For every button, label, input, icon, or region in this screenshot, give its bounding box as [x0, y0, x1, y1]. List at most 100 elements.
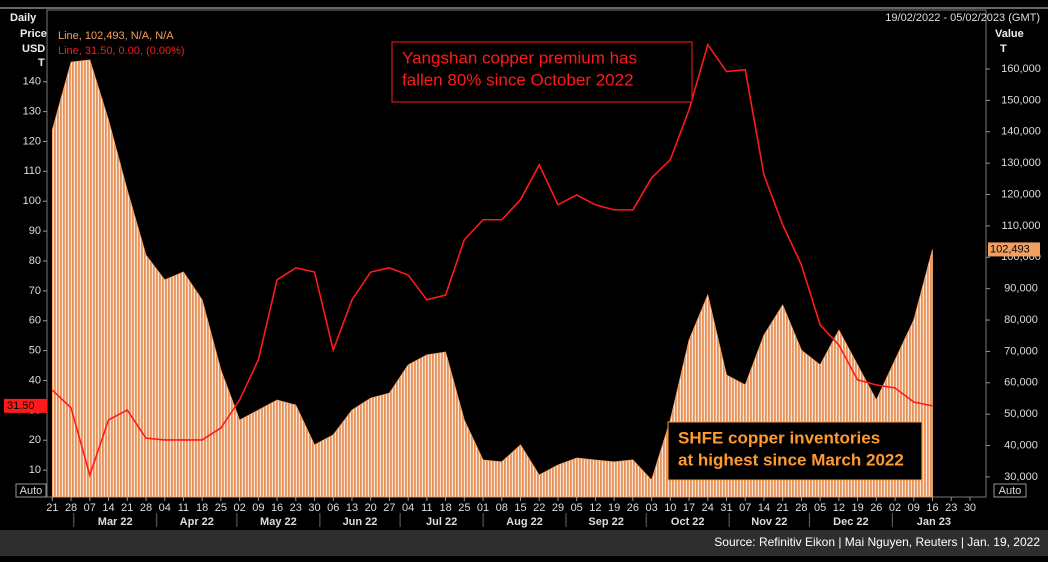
x-tick-label: 18 [439, 502, 451, 514]
y-tick-label: 120 [23, 135, 41, 147]
annotation-text: at highest since March 2022 [678, 450, 904, 469]
y2-tick-label: 160,000 [1001, 63, 1041, 75]
last-value-box [988, 242, 1040, 257]
annotation-box [391, 41, 693, 103]
x-tick-label: 25 [215, 502, 227, 514]
x-tick-label: 21 [46, 502, 58, 514]
month-label: Dec 22 [833, 516, 868, 528]
y2-tick-label: 150,000 [1001, 94, 1041, 106]
period-label: Daily [10, 12, 37, 24]
x-tick-label: 31 [720, 502, 732, 514]
month-label: Mar 22 [98, 516, 133, 528]
x-tick-label: 17 [683, 502, 695, 514]
inventory-area [51, 59, 933, 498]
y-tick-label: 20 [29, 434, 41, 446]
x-tick-label: 07 [84, 502, 96, 514]
x-tick-label: 12 [589, 502, 601, 514]
x-tick-label: 04 [159, 502, 171, 514]
x-tick-label: 28 [140, 502, 152, 514]
x-tick-label: 30 [964, 502, 976, 514]
legend-entry: Line, 102,493, N/A, N/A [58, 30, 174, 42]
x-tick-label: 11 [421, 502, 432, 514]
last-value-label: 102,493 [990, 243, 1030, 255]
x-tick-label: 01 [477, 502, 489, 514]
x-tick-label: 09 [252, 502, 264, 514]
x-tick-label: 24 [702, 502, 714, 514]
x-tick-label: 26 [627, 502, 639, 514]
x-tick-label: 03 [645, 502, 657, 514]
x-tick-label: 19 [608, 502, 620, 514]
y-tick-label: 90 [29, 225, 41, 237]
x-tick-label: 14 [102, 502, 114, 514]
x-tick-label: 22 [533, 502, 545, 514]
y2-tick-label: 90,000 [1004, 283, 1038, 295]
month-label: Nov 22 [751, 516, 787, 528]
x-tick-label: 07 [739, 502, 751, 514]
x-tick-label: 11 [178, 502, 189, 514]
y-tick-label: 70 [29, 285, 41, 297]
annotation-box [667, 421, 923, 481]
y-tick-label: 130 [23, 105, 41, 117]
month-label: Jan 23 [917, 516, 951, 528]
x-tick-label: 09 [908, 502, 920, 514]
y-axis-label: USD [22, 43, 45, 55]
x-tick-label: 30 [308, 502, 320, 514]
x-tick-label: 28 [795, 502, 807, 514]
x-tick-label: 14 [758, 502, 770, 514]
auto-button[interactable] [993, 483, 1027, 498]
annotation-text: fallen 80% since October 2022 [402, 70, 634, 89]
y2-axis-label: Value [995, 28, 1024, 40]
month-label: Aug 22 [506, 516, 543, 528]
y-tick-label: 50 [29, 345, 41, 357]
x-tick-label: 05 [571, 502, 583, 514]
x-tick-label: 04 [402, 502, 414, 514]
annotation-text: Yangshan copper premium has [402, 48, 637, 67]
y2-tick-label: 30,000 [1004, 471, 1038, 483]
x-tick-label: 28 [65, 502, 77, 514]
x-tick-label: 16 [271, 502, 283, 514]
x-tick-label: 27 [383, 502, 395, 514]
month-label: May 22 [260, 516, 297, 528]
y-tick-label: 60 [29, 315, 41, 327]
auto-button-label[interactable]: Auto [20, 485, 43, 497]
x-tick-label: 15 [514, 502, 526, 514]
x-tick-label: 12 [833, 502, 845, 514]
y2-tick-label: 110,000 [1002, 220, 1041, 232]
month-label: Oct 22 [671, 516, 705, 528]
x-tick-label: 16 [926, 502, 938, 514]
x-tick-label: 23 [945, 502, 957, 514]
x-tick-label: 20 [365, 502, 377, 514]
x-tick-label: 02 [889, 502, 901, 514]
y2-tick-label: 80,000 [1004, 314, 1038, 326]
y-tick-label: 140 [23, 76, 41, 88]
legend-entry: Line, 31.50, 0.00, (0.00%) [58, 45, 185, 57]
x-tick-label: 23 [290, 502, 302, 514]
date-range: 19/02/2022 - 05/02/2023 (GMT) [885, 12, 1040, 24]
premium-line [51, 42, 933, 478]
x-tick-label: 19 [851, 502, 863, 514]
annotation-text: SHFE copper inventories [678, 428, 880, 447]
y-tick-label: 100 [23, 195, 41, 207]
y-axis-label: Price [20, 28, 47, 40]
month-label: Jun 22 [343, 516, 378, 528]
month-label: Jul 22 [426, 516, 457, 528]
x-tick-label: 06 [327, 502, 339, 514]
x-tick-label: 02 [233, 502, 245, 514]
x-tick-label: 05 [814, 502, 826, 514]
y2-tick-label: 130,000 [1001, 157, 1041, 169]
x-tick-label: 21 [777, 502, 789, 514]
month-label: Apr 22 [180, 516, 214, 528]
auto-button-label[interactable]: Auto [999, 485, 1022, 497]
y-tick-label: 40 [29, 374, 41, 386]
auto-button[interactable] [15, 483, 47, 498]
y2-tick-label: 120,000 [1001, 188, 1041, 200]
y-tick-label: 10 [29, 464, 41, 476]
x-tick-label: 25 [458, 502, 470, 514]
y2-tick-label: 40,000 [1004, 439, 1038, 451]
plot: 10 20 30 40 50 60 70 80 90 100 11 01 20 130 140 30,000 4… [4, 30, 1041, 528]
x-tick-label: 08 [496, 502, 508, 514]
y-tick-label: 80 [29, 255, 41, 267]
y-axis-label: T [38, 57, 45, 69]
x-tick-label: 29 [552, 502, 564, 514]
